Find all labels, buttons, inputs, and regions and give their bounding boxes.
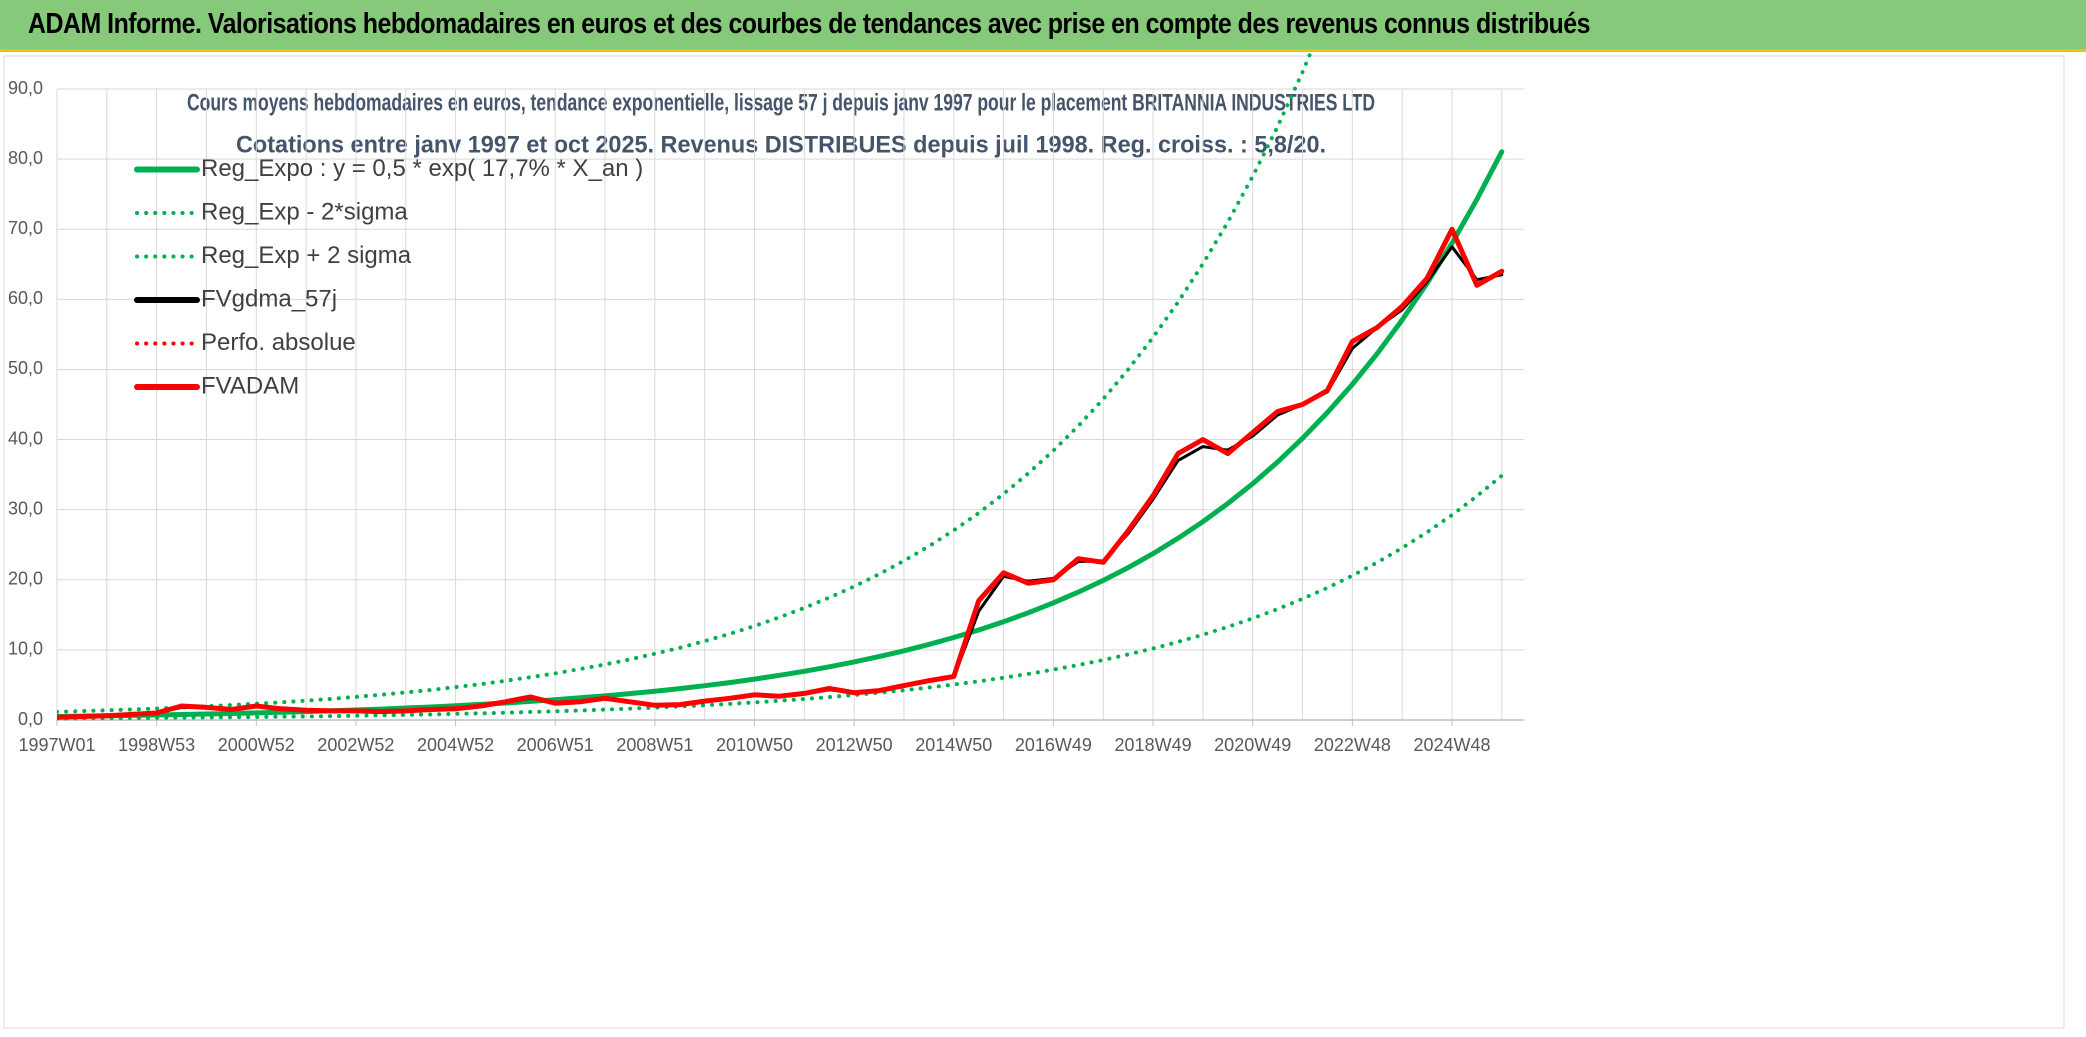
y-tick-label: 90,0 bbox=[8, 78, 43, 98]
x-tick-label: 2008W51 bbox=[616, 735, 693, 755]
y-tick-label: 30,0 bbox=[8, 498, 43, 518]
x-tick-label: 2004W52 bbox=[417, 735, 494, 755]
x-tick-label: 2006W51 bbox=[517, 735, 594, 755]
header-title: ADAM Informe. Valorisations hebdomadaire… bbox=[28, 8, 1590, 40]
y-tick-label: 20,0 bbox=[8, 569, 43, 589]
legend-label: Reg_Expo : y = 0,5 * exp( 17,7% * X_an ) bbox=[201, 155, 643, 182]
x-tick-label: 2012W50 bbox=[816, 735, 893, 755]
x-tick-label: 2010W50 bbox=[716, 735, 793, 755]
plot-area bbox=[57, 52, 1505, 721]
y-tick-label: 60,0 bbox=[8, 288, 43, 308]
y-tick-label: 80,0 bbox=[8, 148, 43, 168]
x-tick-label: 1998W53 bbox=[118, 735, 195, 755]
chart: Cours moyens hebdomadaires en euros, ten… bbox=[3, 52, 2065, 1029]
chart-title: Cours moyens hebdomadaires en euros, ten… bbox=[187, 89, 1375, 116]
x-tick-label: 2016W49 bbox=[1015, 735, 1092, 755]
x-tick-label: 2018W49 bbox=[1115, 735, 1192, 755]
y-tick-label: 50,0 bbox=[8, 358, 43, 378]
x-tick-label: 2022W48 bbox=[1314, 735, 1391, 755]
x-tick-label: 2024W48 bbox=[1413, 735, 1490, 755]
chart-frame bbox=[3, 55, 2065, 1029]
x-tick-label: 2020W49 bbox=[1214, 735, 1291, 755]
legend-label: Reg_Exp - 2*sigma bbox=[201, 198, 408, 225]
y-tick-label: 70,0 bbox=[8, 218, 43, 238]
header-bar: ADAM Informe. Valorisations hebdomadaire… bbox=[0, 0, 2086, 52]
y-tick-label: 10,0 bbox=[8, 639, 43, 659]
chart-subtitle: Cotations entre janv 1997 et oct 2025. R… bbox=[236, 131, 1326, 158]
x-tick-label: 2002W52 bbox=[317, 735, 394, 755]
legend-label: Reg_Exp + 2 sigma bbox=[201, 242, 412, 269]
legend-label: FVgdma_57j bbox=[201, 285, 337, 312]
x-tick-label: 2000W52 bbox=[218, 735, 295, 755]
y-tick-label: 40,0 bbox=[8, 428, 43, 448]
y-tick-label: 0,0 bbox=[18, 709, 43, 729]
x-tick-label: 1997W01 bbox=[18, 735, 95, 755]
series-line bbox=[57, 226, 1505, 720]
legend-label: FVADAM bbox=[201, 372, 299, 399]
x-tick-label: 2014W50 bbox=[915, 735, 992, 755]
legend-label: Perfo. absolue bbox=[201, 329, 356, 356]
